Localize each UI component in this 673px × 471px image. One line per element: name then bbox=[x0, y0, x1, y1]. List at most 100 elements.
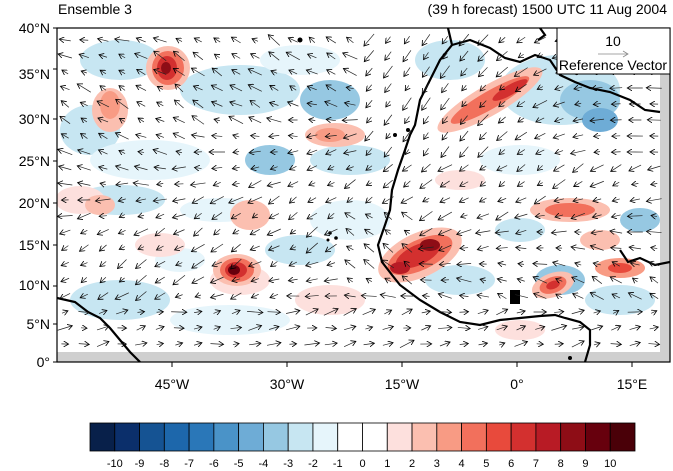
wind-vector bbox=[212, 167, 223, 168]
wind-vector bbox=[288, 151, 299, 154]
wind-vector bbox=[533, 277, 548, 284]
wind-vector bbox=[327, 263, 336, 266]
wind-vector bbox=[212, 68, 223, 77]
wind-vector bbox=[535, 327, 545, 330]
wind-vector bbox=[81, 263, 88, 266]
wind-vector bbox=[233, 135, 240, 137]
wind-vector bbox=[232, 70, 241, 75]
reference-vector-box: 10 Reference Vector bbox=[556, 27, 671, 75]
wind-vector bbox=[516, 311, 525, 313]
wind-vector bbox=[59, 39, 71, 41]
wind-vector bbox=[386, 100, 390, 107]
wind-vector bbox=[309, 37, 316, 44]
wind-vector bbox=[99, 167, 108, 169]
wind-vector bbox=[457, 278, 472, 283]
wind-vector bbox=[401, 309, 412, 316]
wind-vector bbox=[365, 214, 373, 218]
wind-vector bbox=[286, 326, 300, 330]
wind-vector bbox=[137, 312, 144, 313]
wind-vector bbox=[153, 150, 168, 155]
colorbar-swatch bbox=[287, 422, 314, 452]
wind-vector bbox=[173, 199, 186, 201]
wind-vector bbox=[422, 82, 431, 93]
wind-vector bbox=[194, 311, 202, 312]
wind-vector bbox=[551, 326, 566, 331]
wind-vector bbox=[78, 312, 89, 313]
wind-vector bbox=[344, 179, 356, 189]
wind-vector bbox=[211, 294, 224, 297]
colorbar-label: -2 bbox=[308, 458, 318, 470]
wind-vector bbox=[438, 164, 453, 172]
wind-vector bbox=[420, 179, 433, 189]
wind-vector bbox=[480, 100, 487, 108]
wind-vector bbox=[328, 212, 335, 218]
wind-vector bbox=[365, 130, 374, 141]
wind-vector bbox=[438, 228, 452, 235]
wind-vector bbox=[514, 294, 529, 297]
wind-vector bbox=[457, 263, 472, 264]
wind-vector bbox=[249, 180, 262, 188]
wind-vector bbox=[573, 119, 584, 121]
wind-vector bbox=[405, 116, 410, 124]
wind-vector bbox=[269, 245, 280, 251]
wind-vector bbox=[440, 180, 450, 187]
lat-label: 0° bbox=[37, 354, 50, 370]
wind-vector bbox=[497, 165, 508, 171]
wind-vector bbox=[554, 312, 564, 313]
wind-vector bbox=[422, 34, 431, 45]
colorbar-label: -3 bbox=[283, 458, 293, 470]
wind-vector bbox=[136, 85, 147, 91]
wind-vector bbox=[383, 179, 393, 188]
wind-vector bbox=[99, 133, 108, 139]
wind-vector bbox=[534, 195, 546, 204]
wind-vector bbox=[366, 166, 373, 171]
wind-vector bbox=[516, 230, 527, 233]
wind-vector bbox=[402, 244, 413, 253]
wind-vector bbox=[266, 343, 281, 346]
lat-label: 10°N bbox=[19, 277, 50, 293]
lon-label: 45°W bbox=[155, 376, 190, 392]
wind-vector bbox=[405, 85, 409, 90]
wind-vector bbox=[480, 166, 487, 170]
wind-vector bbox=[462, 101, 466, 106]
wind-vector bbox=[210, 196, 224, 203]
latitude-labels: 40°N 35°N 30°N 25°N 20°N 15°N 10°N 5°N 0… bbox=[19, 20, 50, 370]
wind-vector bbox=[383, 243, 394, 253]
wind-vector bbox=[134, 166, 148, 169]
wind-vector bbox=[496, 309, 507, 316]
wind-vector bbox=[78, 183, 91, 186]
wind-vector bbox=[497, 279, 507, 281]
wind-vector bbox=[591, 231, 603, 233]
wind-vector bbox=[62, 70, 69, 74]
wind-vector bbox=[252, 39, 259, 42]
colorbar-label: 1 bbox=[384, 458, 390, 470]
wind-vector bbox=[627, 216, 643, 217]
wind-vector bbox=[516, 326, 526, 330]
wind-vector bbox=[307, 86, 317, 90]
colorbar-label: -7 bbox=[184, 458, 194, 470]
wind-vector bbox=[138, 215, 145, 217]
wind-vector bbox=[460, 130, 469, 141]
wind-vector bbox=[401, 196, 414, 203]
wind-vector bbox=[136, 199, 147, 201]
colorbar-label: -4 bbox=[259, 458, 269, 470]
wind-vector bbox=[176, 263, 183, 266]
wind-vector bbox=[192, 116, 205, 125]
wind-vector bbox=[251, 167, 260, 169]
wind-vector bbox=[610, 277, 622, 284]
wind-vector bbox=[193, 327, 202, 329]
wind-vector bbox=[174, 100, 184, 109]
wind-vector bbox=[612, 199, 620, 201]
wind-vector bbox=[440, 65, 450, 79]
wind-vector bbox=[100, 86, 107, 91]
wind-vector bbox=[478, 34, 489, 46]
wind-vector bbox=[515, 84, 527, 91]
wind-vector bbox=[153, 199, 167, 201]
wind-vector bbox=[153, 38, 167, 43]
wind-vector bbox=[347, 278, 352, 282]
wind-vector bbox=[366, 148, 373, 156]
wind-vector bbox=[648, 166, 661, 170]
wind-vector bbox=[119, 215, 124, 218]
wind-vector bbox=[79, 244, 89, 251]
wind-vector bbox=[343, 309, 357, 316]
